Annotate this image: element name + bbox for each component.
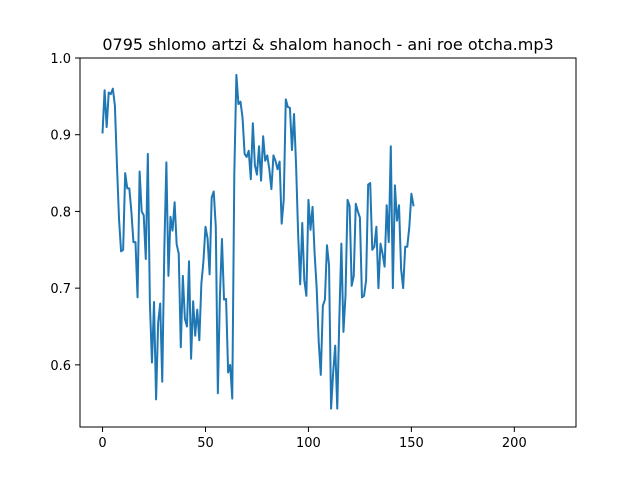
y-tick-label: 0.7 (50, 282, 71, 297)
x-tick-label: 50 (197, 436, 214, 451)
axes: 0 50 100 150 200 0.6 0.7 0.8 0.9 1.0 (50, 52, 577, 451)
x-tick-label: 0 (98, 436, 106, 451)
y-tick-label: 0.6 (50, 359, 71, 374)
plot-area (101, 73, 415, 410)
series-line-0 (101, 73, 415, 410)
plot-frame (79, 57, 577, 428)
x-tick-label: 200 (502, 436, 527, 451)
y-tick-label: 0.8 (50, 205, 71, 220)
y-tick-label: 0.9 (50, 129, 71, 144)
x-tick-label: 100 (296, 436, 321, 451)
chart-title: 0795 shlomo artzi & shalom hanoch - ani … (102, 35, 553, 54)
y-tick-label: 1.0 (50, 52, 71, 67)
x-tick-label: 150 (399, 436, 424, 451)
